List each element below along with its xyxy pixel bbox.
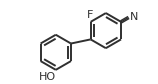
- Text: F: F: [87, 10, 93, 20]
- Text: HO: HO: [39, 72, 56, 82]
- Text: N: N: [130, 12, 138, 22]
